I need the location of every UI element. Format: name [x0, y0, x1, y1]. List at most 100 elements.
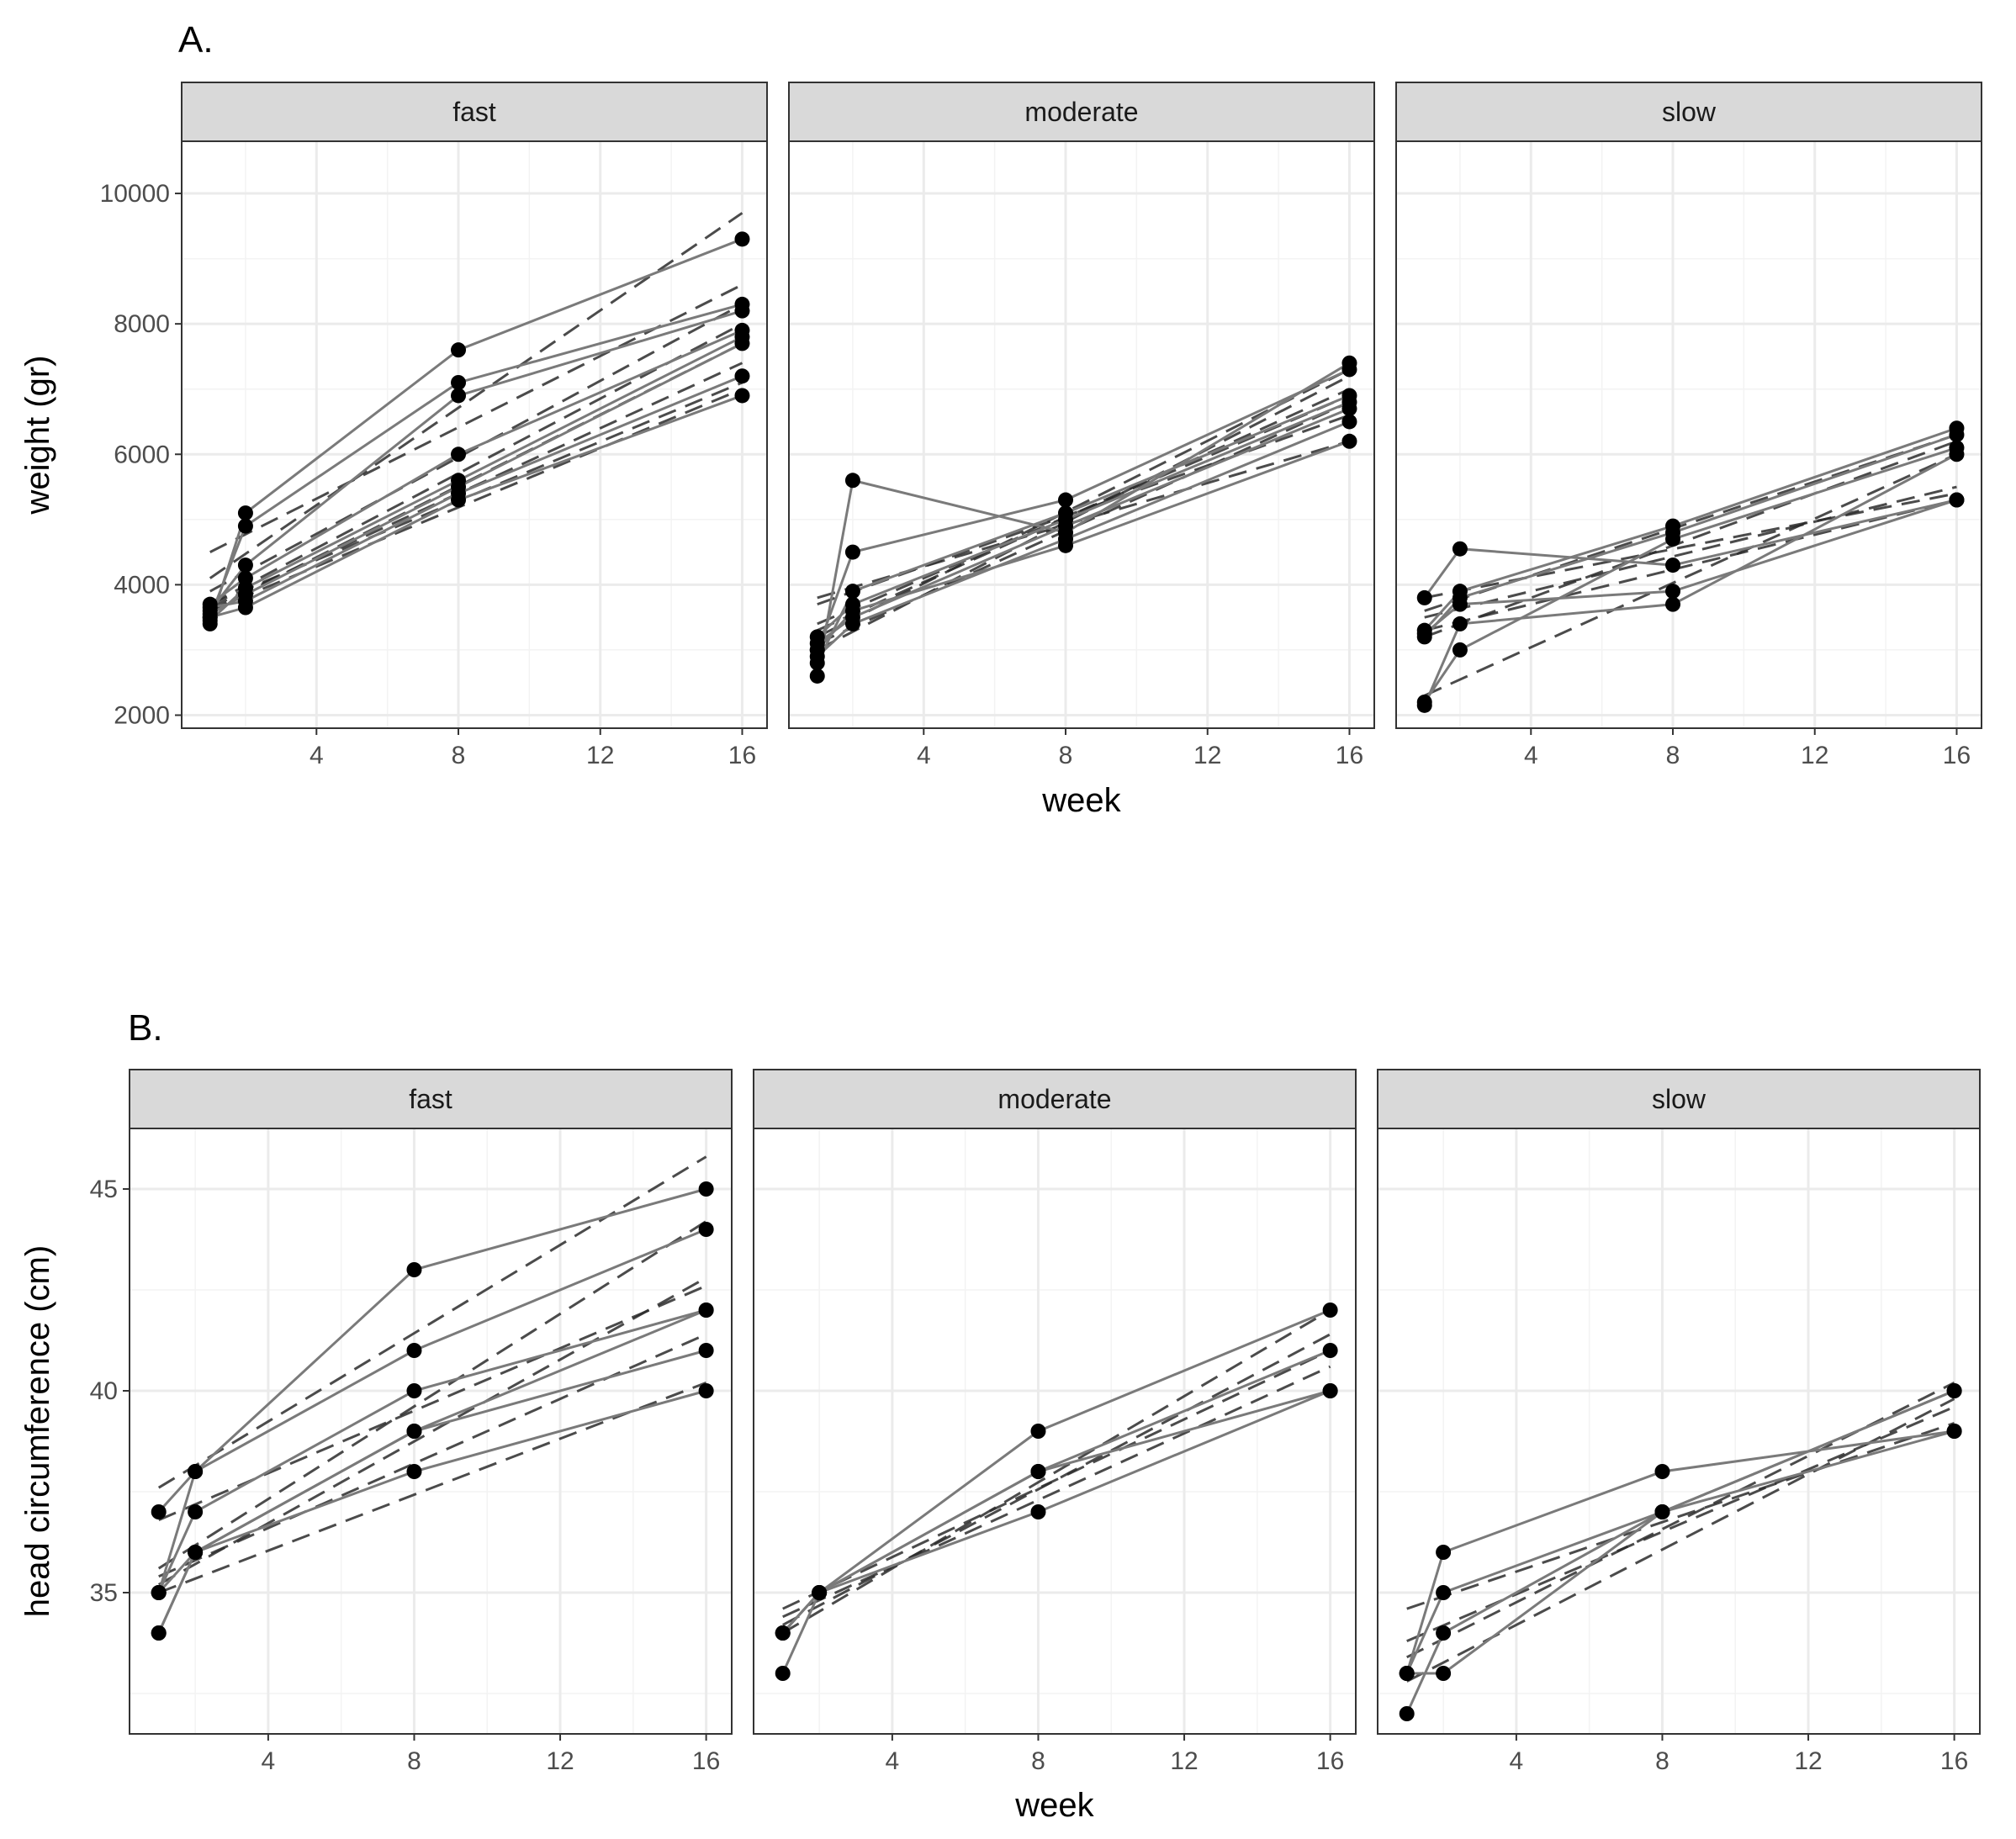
data-point [1322, 1383, 1338, 1398]
data-point [237, 600, 253, 616]
data-point [1436, 1585, 1452, 1600]
data-point [151, 1585, 167, 1600]
chart-b-head-circumference: B. fast 4 8 12 16 35 40 45 moderate 4 8 12 16 slow 4 8 12… [19, 1007, 1981, 1824]
data-point [1399, 1706, 1415, 1721]
facet-strip-label: moderate [997, 1084, 1111, 1114]
data-point [151, 1504, 167, 1519]
panel-label: B. [128, 1007, 163, 1049]
x-tick-label: 4 [1510, 1747, 1524, 1775]
data-point [1654, 1464, 1670, 1479]
plot-border [129, 1128, 733, 1735]
x-tick-label: 16 [1943, 742, 1971, 769]
observed-line [1423, 447, 1957, 703]
x-tick-label: 8 [452, 742, 466, 769]
x-tick-label: 12 [1193, 742, 1221, 769]
data-point [1946, 1424, 1962, 1439]
data-point [1452, 541, 1468, 557]
observed-line [209, 309, 743, 612]
y-tick-label: 6000 [114, 441, 170, 468]
data-point [1058, 518, 1074, 534]
data-point [451, 447, 467, 462]
data-point [809, 668, 825, 684]
x-tick-label: 16 [692, 1747, 720, 1775]
fitted-line [1406, 1382, 1955, 1659]
fitted-line [209, 212, 743, 579]
data-point [1322, 1343, 1338, 1358]
fitted-line [157, 1220, 707, 1570]
y-tick-label: 10000 [100, 180, 170, 208]
data-point [1436, 1545, 1452, 1560]
fitted-line [781, 1308, 1331, 1635]
data-point [734, 368, 750, 384]
data-point [1416, 697, 1432, 713]
data-point [1322, 1303, 1338, 1318]
facet-strip [129, 1069, 733, 1129]
facet-strip-label: slow [1652, 1084, 1706, 1114]
observed-line [209, 303, 743, 618]
data-point [406, 1383, 422, 1398]
fitted-line [817, 368, 1351, 638]
data-point [734, 336, 750, 351]
panel-label: A. [178, 19, 214, 61]
facet-moderate: moderate 4 8 12 16 [788, 82, 1375, 769]
data-point [1949, 447, 1965, 462]
data-point [451, 388, 467, 404]
x-tick-label: 12 [1801, 742, 1828, 769]
x-axis-title: week [1014, 1787, 1094, 1824]
y-tick-label: 2000 [114, 701, 170, 729]
observed-line [157, 1187, 707, 1514]
data-point [698, 1222, 714, 1237]
observed-line [816, 368, 1351, 651]
y-tick-label: 4000 [114, 571, 170, 599]
plot-area [1395, 140, 1982, 729]
data-point [698, 1383, 714, 1398]
data-point [1416, 589, 1432, 605]
observed-line [816, 394, 1351, 664]
fitted-line [782, 1333, 1331, 1626]
x-tick-label: 16 [728, 742, 756, 769]
y-tick-label: 35 [90, 1579, 118, 1607]
fitted-line [1424, 440, 1957, 638]
data-point [1665, 584, 1681, 600]
data-point [451, 492, 467, 508]
x-tick-label: 8 [1059, 742, 1073, 769]
y-tick-label: 40 [90, 1377, 118, 1405]
data-point [809, 642, 825, 658]
observed-line [157, 1349, 707, 1594]
fitted-line [817, 394, 1351, 626]
facet-strip [753, 1069, 1357, 1129]
data-point [1654, 1504, 1670, 1519]
observed-line [781, 1389, 1331, 1635]
facet-strip-label: slow [1662, 97, 1717, 127]
data-point [844, 603, 860, 619]
observed-line [816, 440, 1350, 651]
plot-border [753, 1128, 1357, 1735]
data-point [237, 505, 253, 521]
data-point [698, 1343, 714, 1358]
data-point [844, 544, 860, 560]
data-point [775, 1625, 791, 1641]
facet-strip-label: fast [452, 97, 496, 127]
data-point [1436, 1625, 1452, 1641]
x-tick-label: 12 [1794, 1747, 1822, 1775]
x-tick-label: 16 [1316, 1747, 1344, 1775]
data-point [451, 374, 467, 390]
data-point [188, 1464, 204, 1479]
data-point [237, 558, 253, 573]
observed-line [816, 420, 1351, 658]
facet-strip-label: fast [409, 1084, 452, 1114]
x-tick-label: 8 [1666, 742, 1680, 769]
plot-area [129, 1128, 733, 1735]
x-tick-label: 4 [1524, 742, 1538, 769]
observed-line [816, 362, 1351, 677]
data-point [844, 584, 860, 600]
data-point [1436, 1666, 1452, 1681]
plot-area [753, 1128, 1357, 1735]
observed-line [209, 329, 743, 605]
observed-line [1423, 499, 1957, 635]
data-point [734, 303, 750, 319]
facet-slow: slow 4 8 12 16 [1395, 82, 1982, 769]
data-point [1058, 492, 1074, 508]
x-tick-label: 16 [1940, 1747, 1968, 1775]
